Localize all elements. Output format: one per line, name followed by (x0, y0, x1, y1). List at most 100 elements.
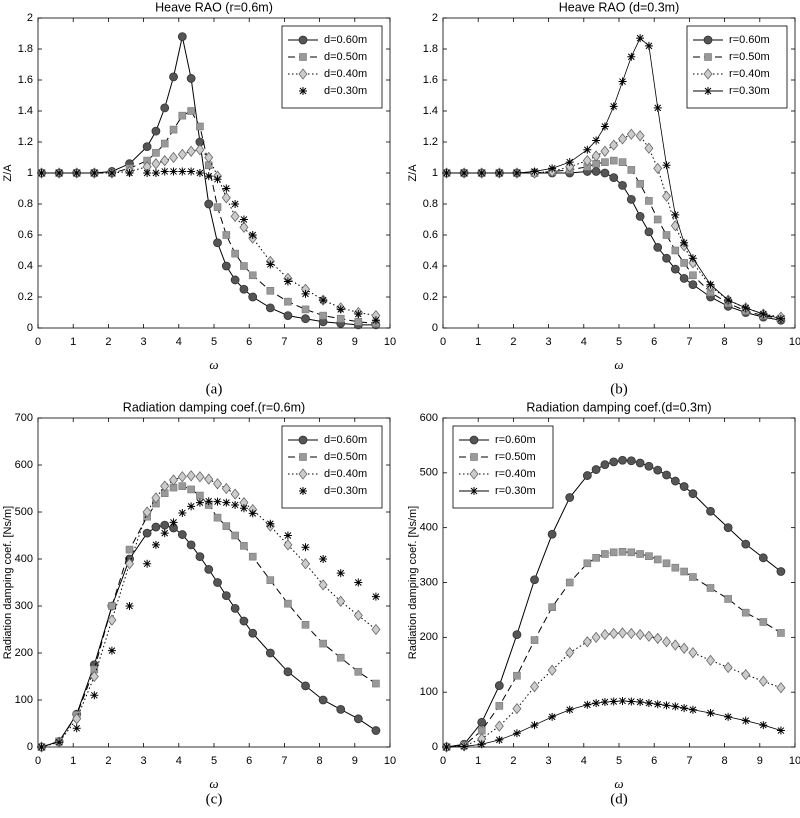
data-point (354, 667, 363, 676)
data-point (724, 296, 733, 305)
data-point (644, 630, 654, 642)
legend-label: r=0.50m (495, 451, 536, 463)
data-point (636, 550, 644, 558)
data-point (72, 169, 81, 177)
data-point (679, 273, 689, 283)
data-point (706, 584, 715, 592)
data-point (565, 705, 574, 714)
data-point (609, 139, 619, 151)
data-point (582, 471, 592, 480)
data-point (266, 286, 275, 295)
data-point (591, 150, 601, 162)
data-point (371, 623, 381, 636)
data-point (494, 720, 504, 732)
data-point (178, 167, 187, 176)
data-point (319, 296, 328, 305)
data-point (644, 699, 653, 708)
data-point (626, 194, 636, 204)
data-point (495, 735, 504, 744)
data-point (169, 151, 179, 164)
data-point (618, 77, 627, 86)
data-point (283, 277, 292, 286)
data-point (592, 699, 601, 708)
data-point (653, 555, 662, 564)
data-point (142, 506, 152, 518)
x-tick-label: 1 (475, 755, 481, 767)
data-point (354, 317, 363, 326)
x-tick-label: 10 (384, 336, 396, 348)
data-point (186, 540, 196, 550)
data-point (689, 271, 697, 280)
data-point (671, 702, 680, 711)
y-tick-label: 0 (27, 322, 33, 334)
chart-title: Heave RAO (r=0.6m) (155, 0, 273, 14)
x-tick-label: 3 (546, 336, 552, 348)
data-point (670, 476, 680, 486)
y-tick-label: 0.4 (18, 260, 33, 272)
data-point (151, 126, 161, 136)
y-tick-label: 700 (15, 412, 33, 424)
y-tick-label: 0.8 (423, 198, 438, 210)
x-tick-label: 0 (35, 755, 41, 767)
data-point (239, 221, 249, 233)
data-point (239, 504, 248, 513)
data-point (706, 506, 715, 516)
data-point (108, 602, 116, 610)
data-point (627, 697, 636, 706)
x-tick-label: 9 (757, 755, 763, 767)
data-point (495, 702, 504, 710)
data-point (670, 639, 680, 651)
data-point (230, 210, 240, 223)
data-point (213, 513, 222, 522)
data-point (371, 316, 380, 325)
data-point (284, 599, 292, 608)
data-point (301, 681, 310, 691)
x-tick-label: 4 (581, 336, 587, 348)
legend-marker (470, 453, 478, 461)
x-tick-label: 1 (70, 755, 76, 767)
y-tick-label: 400 (15, 553, 33, 565)
data-point (512, 729, 521, 738)
x-tick-label: 4 (176, 755, 182, 767)
data-point (626, 627, 636, 640)
data-point (662, 161, 671, 170)
data-point (565, 493, 575, 502)
data-point (680, 567, 688, 576)
data-point (195, 144, 205, 156)
data-point (266, 260, 275, 269)
x-tick-label: 5 (211, 755, 217, 767)
data-point (662, 470, 671, 480)
x-tick-label: 3 (141, 336, 147, 348)
y-tick-label: 100 (420, 686, 438, 698)
data-point (318, 695, 328, 705)
data-point (653, 162, 663, 174)
data-point (635, 458, 645, 468)
data-point (231, 531, 239, 540)
y-tick-label: 1.4 (423, 105, 438, 117)
data-point (186, 145, 196, 157)
data-point (644, 41, 653, 50)
legend-marker (298, 468, 308, 480)
data-point (776, 682, 786, 694)
data-point (107, 614, 117, 626)
y-tick-label: 400 (420, 522, 438, 534)
data-point (195, 169, 204, 177)
x-tick-label: 3 (141, 755, 147, 767)
legend-marker (298, 435, 308, 445)
data-point (187, 167, 196, 176)
data-point (758, 553, 768, 563)
data-point (688, 280, 698, 290)
data-point (600, 145, 610, 157)
data-point (653, 242, 663, 252)
data-point (239, 215, 248, 224)
data-point (142, 528, 152, 538)
x-tick-label: 8 (722, 755, 728, 767)
data-point (609, 627, 619, 640)
data-point (151, 169, 160, 177)
data-point (662, 559, 671, 568)
data-point (548, 712, 557, 721)
data-point (724, 595, 732, 603)
x-tick-label: 7 (686, 755, 692, 767)
data-point (662, 190, 672, 202)
y-tick-label: 100 (15, 694, 33, 706)
